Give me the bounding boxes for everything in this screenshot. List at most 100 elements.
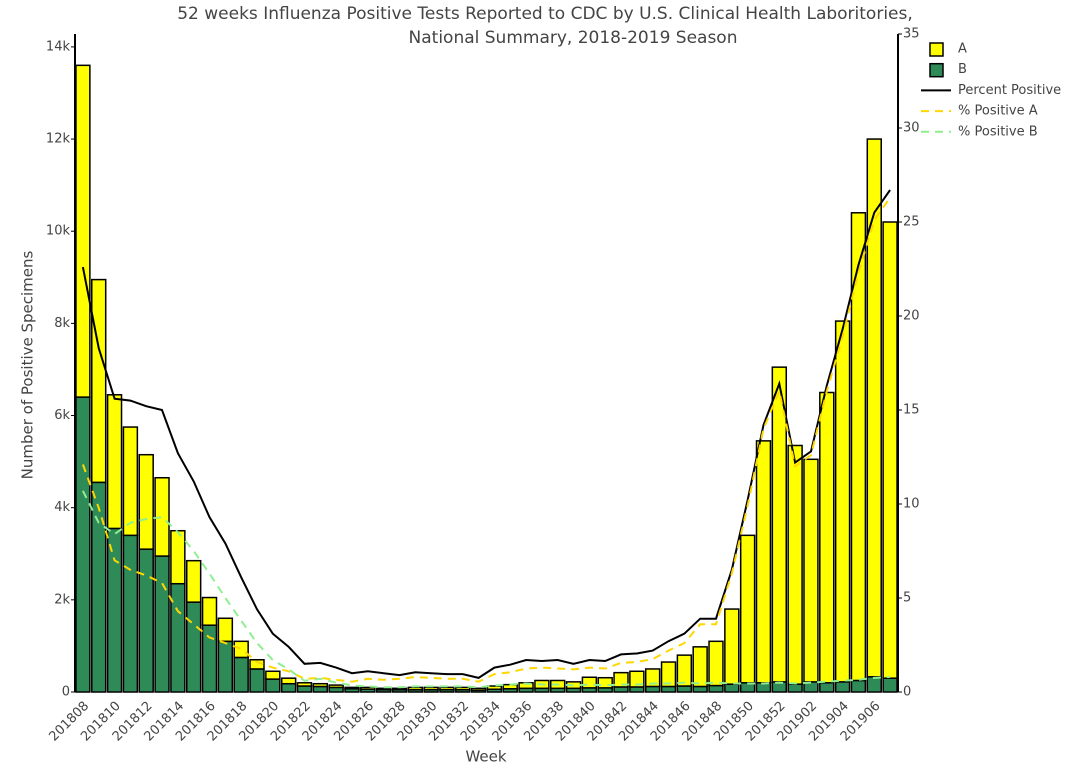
bar xyxy=(391,687,408,691)
y-tick-label: 2k xyxy=(54,592,70,607)
bar xyxy=(581,676,598,689)
y-tick-label: 8k xyxy=(54,316,70,331)
bar xyxy=(122,426,139,537)
bar xyxy=(866,676,882,693)
legend-swatch xyxy=(929,42,944,57)
bar xyxy=(233,656,249,693)
y-tick-label: 4k xyxy=(54,500,70,515)
bar xyxy=(629,686,645,693)
bar xyxy=(75,396,91,693)
bar xyxy=(170,529,186,585)
y2-tick-label: 0 xyxy=(903,685,911,700)
bar xyxy=(724,683,740,693)
bar xyxy=(850,212,867,682)
bar xyxy=(597,676,613,689)
bar xyxy=(217,617,234,643)
bar xyxy=(91,278,107,484)
bar xyxy=(866,138,882,678)
bar xyxy=(644,685,661,693)
bar xyxy=(185,601,202,693)
line xyxy=(82,490,891,689)
bar xyxy=(154,555,170,693)
bar xyxy=(470,687,487,691)
bar xyxy=(803,458,819,683)
bar xyxy=(676,685,693,693)
bar xyxy=(122,534,139,693)
bar xyxy=(344,686,360,690)
bar xyxy=(724,608,740,685)
bar xyxy=(185,559,202,603)
chart-title: 52 weeks Influenza Positive Tests Report… xyxy=(177,4,913,24)
y-tick-label: 12k xyxy=(46,132,71,147)
bar xyxy=(201,596,218,626)
y2-tick-label: 10 xyxy=(903,497,920,512)
bar xyxy=(233,640,249,659)
y2-tick-label: 35 xyxy=(903,27,920,42)
bar xyxy=(249,668,265,693)
bar xyxy=(787,444,803,685)
bar xyxy=(834,681,851,693)
bar xyxy=(154,476,170,557)
bar xyxy=(850,679,867,693)
bar xyxy=(708,684,724,693)
bar xyxy=(660,661,677,688)
bar xyxy=(787,683,803,693)
bar xyxy=(819,682,835,693)
bar xyxy=(265,670,281,680)
legend-label: A xyxy=(958,42,967,57)
bar xyxy=(819,391,835,684)
bar xyxy=(613,671,629,688)
bar xyxy=(249,658,265,670)
y2-tick-label: 20 xyxy=(903,309,920,324)
bar xyxy=(439,686,455,691)
y-tick-label: 6k xyxy=(54,408,70,423)
bar xyxy=(312,682,329,688)
bar xyxy=(265,678,281,693)
bar xyxy=(629,670,645,688)
bar xyxy=(660,685,677,693)
y-tick-label: 14k xyxy=(46,39,71,54)
bar xyxy=(423,686,439,691)
bar xyxy=(834,320,851,683)
bar xyxy=(692,646,708,688)
bar xyxy=(170,582,186,693)
legend-label: % Positive A xyxy=(958,104,1038,119)
bar xyxy=(296,682,313,687)
bar xyxy=(644,668,661,688)
bar xyxy=(328,684,344,689)
y2-tick-label: 30 xyxy=(903,121,920,136)
bar xyxy=(217,640,234,693)
legend-label: Percent Positive xyxy=(958,83,1061,98)
bar xyxy=(755,440,772,684)
y2-tick-label: 5 xyxy=(903,591,911,606)
bar xyxy=(407,686,423,691)
bar xyxy=(360,686,376,690)
y-tick-label: 0 xyxy=(62,685,70,700)
bar xyxy=(280,682,297,693)
bar xyxy=(91,481,107,693)
bar xyxy=(106,527,123,693)
bar xyxy=(613,686,629,693)
y2-tick-label: 15 xyxy=(903,403,920,418)
bar xyxy=(106,394,123,530)
bar xyxy=(486,685,503,690)
bar xyxy=(692,685,708,693)
bar xyxy=(138,453,154,550)
bar xyxy=(75,64,91,398)
legend-label: B xyxy=(958,62,967,77)
bar xyxy=(882,221,898,679)
y2-tick-label: 25 xyxy=(903,215,920,230)
bar xyxy=(708,640,724,687)
bar xyxy=(375,687,392,691)
bar xyxy=(312,685,329,693)
x-axis-title: Week xyxy=(465,748,506,766)
bar xyxy=(739,534,756,684)
bar xyxy=(280,677,297,685)
bar xyxy=(201,624,218,693)
bar xyxy=(882,677,898,693)
bar xyxy=(455,686,471,691)
bar xyxy=(296,685,313,693)
y-axis-title: Number of Positive Specimens xyxy=(19,250,37,479)
bar xyxy=(138,548,154,693)
